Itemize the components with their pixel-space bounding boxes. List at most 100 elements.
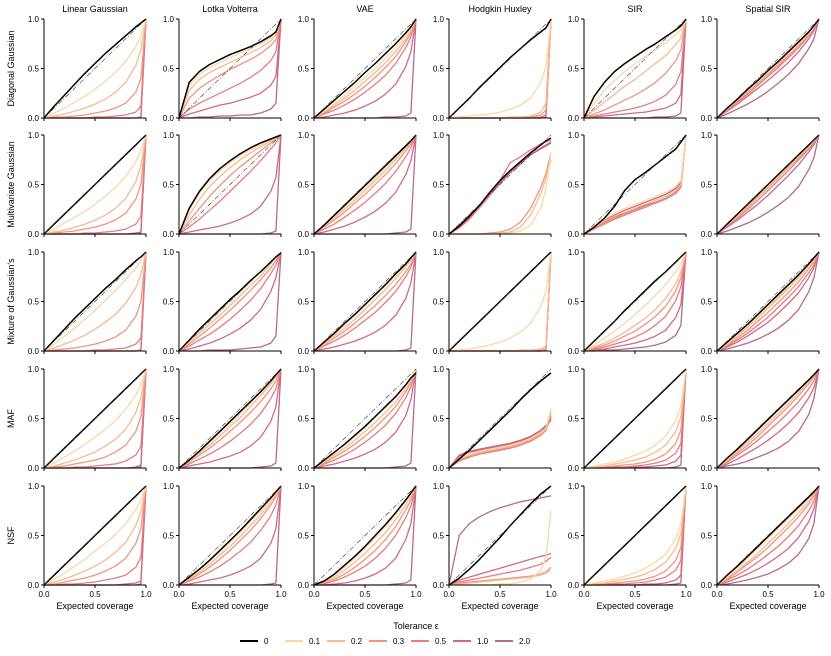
y-tick-label: 0.0 — [28, 464, 40, 473]
series-line-eps-1-0 — [178, 368, 282, 469]
series-line-eps-2-0 — [716, 18, 820, 119]
y-tick-label: 0.5 — [163, 298, 175, 307]
series-line-eps-0-3 — [43, 485, 147, 586]
x-tick-label: 0.5 — [359, 590, 371, 599]
y-tick-label: 0.5 — [163, 65, 175, 74]
series-line-eps-0 — [43, 134, 147, 235]
y-tick-label: 1.0 — [28, 131, 40, 140]
y-tick-label: 0.5 — [433, 532, 445, 541]
series-line-eps-0-3 — [43, 251, 147, 352]
series-line-eps-1-0 — [583, 18, 687, 119]
reference-diagonal — [178, 485, 282, 586]
series-line-eps-0-3 — [716, 485, 820, 586]
series-line-eps-2-0 — [716, 134, 820, 235]
y-tick-label: 1.0 — [568, 365, 580, 374]
panel-diagonal-gaussian-spatial-sir: 0.0 0.5 1.0 — [701, 15, 820, 123]
y-tick-label: 1.0 — [433, 248, 445, 257]
legend-label: 2.0 — [519, 637, 531, 646]
series-line-eps-0-1 — [448, 408, 552, 469]
y-tick-label: 0.0 — [163, 347, 175, 356]
series-line-eps-2-0 — [583, 134, 687, 235]
series-line-eps-2-0 — [716, 485, 820, 586]
series-line-eps-1-0 — [178, 18, 282, 119]
y-tick-label: 0.0 — [568, 114, 580, 123]
reference-diagonal — [178, 251, 282, 352]
y-tick-label: 0.0 — [298, 464, 310, 473]
series-line-eps-0-5 — [313, 134, 417, 235]
legend-item-0-2: 0.2 — [327, 637, 363, 646]
series-line-eps-0-2 — [178, 18, 282, 119]
y-tick-label: 0.5 — [568, 181, 580, 190]
y-tick-label: 1.0 — [28, 15, 40, 24]
y-tick-label: 0.5 — [433, 65, 445, 74]
series-line-eps-1-0 — [583, 134, 687, 235]
y-tick-label: 0.5 — [568, 298, 580, 307]
panel-mixture-of-gaussian-s-vae: 0.0 0.5 1.0 — [298, 248, 417, 356]
legend-item-1-0: 1.0 — [453, 637, 489, 646]
y-tick-label: 0.5 — [433, 415, 445, 424]
series-line-eps-0-3 — [178, 134, 282, 235]
series-line-eps-0-3 — [43, 18, 147, 119]
x-tick-label: 0.0 — [443, 590, 455, 599]
series-line-eps-0-5 — [716, 251, 820, 352]
series-line-eps-0-3 — [583, 134, 687, 235]
reference-diagonal — [716, 485, 820, 586]
legend-title: Tolerance ε — [393, 621, 439, 631]
y-tick-label: 1.0 — [163, 248, 175, 257]
y-tick-label: 0.0 — [701, 581, 713, 590]
y-tick-label: 0.0 — [433, 464, 445, 473]
series-line-eps-0-5 — [448, 416, 552, 469]
series-line-eps-0 — [43, 485, 147, 586]
reference-diagonal — [43, 368, 147, 469]
series-line-eps-0-2 — [583, 134, 687, 235]
y-tick-label: 0.5 — [163, 415, 175, 424]
reference-diagonal — [178, 368, 282, 469]
x-tick-label: 1.0 — [680, 590, 692, 599]
x-tick-label: 1.0 — [140, 590, 152, 599]
series-line-eps-0-5 — [44, 485, 147, 586]
series-line-eps-0 — [716, 251, 820, 352]
y-tick-label: 1.0 — [163, 482, 175, 491]
y-tick-label: 0.0 — [163, 230, 175, 239]
legend-label: 0.5 — [435, 637, 447, 646]
series-line-eps-0 — [43, 18, 147, 119]
series-line-eps-0-1 — [448, 18, 552, 119]
series-line-eps-0 — [43, 251, 147, 352]
y-tick-label: 1.0 — [28, 365, 40, 374]
reference-diagonal — [43, 134, 147, 235]
panel-diagonal-gaussian-vae: 0.0 0.5 1.0 — [298, 15, 417, 123]
x-axis-label: Expected coverage — [56, 601, 133, 611]
panel-nsf-vae: 0.00.0 0.5 0.5 1.0 1.0 Expected coverage — [298, 482, 422, 611]
series-line-eps-0-2 — [313, 18, 417, 119]
y-tick-label: 0.5 — [298, 181, 310, 190]
panel-diagonal-gaussian-linear-gaussian: 0.0 0.5 1.0 — [28, 15, 147, 123]
y-tick-label: 0.0 — [701, 464, 713, 473]
panel-maf-vae: 0.0 0.5 1.0 — [298, 365, 417, 473]
panel-maf-lotka-volterra: 0.0 0.5 1.0 — [163, 365, 282, 473]
y-tick-label: 0.0 — [28, 230, 40, 239]
legend-item-0-1: 0.1 — [285, 637, 321, 646]
x-tick-label: 1.0 — [410, 590, 422, 599]
reference-diagonal — [583, 485, 687, 586]
panel-multivariate-gaussian-hodgkin-huxley: 0.0 0.5 1.0 — [433, 131, 552, 239]
y-tick-label: 0.0 — [28, 347, 40, 356]
reference-diagonal — [313, 368, 417, 469]
series-line-eps-0 — [313, 372, 417, 469]
reference-diagonal — [178, 134, 282, 235]
panel-multivariate-gaussian-sir: 0.0 0.5 1.0 — [568, 131, 687, 239]
y-tick-label: 0.5 — [28, 532, 40, 541]
row-label-maf: MAF — [6, 409, 16, 429]
series-line-eps-0-1 — [43, 251, 147, 352]
series-line-eps-0-2 — [583, 485, 687, 586]
series-line-eps-0-5 — [716, 485, 820, 586]
reference-diagonal — [448, 485, 552, 586]
panel-nsf-hodgkin-huxley: 0.00.0 0.5 0.5 1.0 1.0 Expected coverage — [433, 482, 557, 611]
x-axis-label: Expected coverage — [596, 601, 673, 611]
reference-diagonal — [448, 368, 552, 469]
series-line-eps-0-1 — [43, 134, 147, 235]
y-tick-label: 0.5 — [298, 415, 310, 424]
series-line-eps-0-2 — [43, 134, 147, 235]
y-tick-label: 1.0 — [568, 15, 580, 24]
series-line-eps-0-3 — [584, 485, 687, 586]
y-tick-label: 0.0 — [28, 581, 40, 590]
